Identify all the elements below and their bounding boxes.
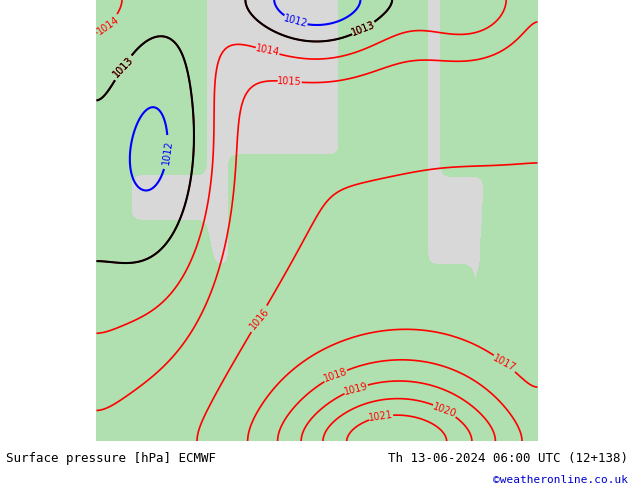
Text: 1020: 1020	[431, 401, 458, 419]
Text: 1014: 1014	[95, 15, 121, 37]
Text: 1013: 1013	[350, 20, 377, 38]
Text: 1012: 1012	[283, 13, 309, 29]
Text: Surface pressure [hPa] ECMWF: Surface pressure [hPa] ECMWF	[6, 452, 216, 465]
Text: 1021: 1021	[368, 410, 394, 423]
Text: 1013: 1013	[111, 55, 135, 80]
Text: 1013: 1013	[111, 55, 135, 80]
Text: 1018: 1018	[322, 367, 349, 384]
Text: 1013: 1013	[350, 20, 377, 38]
Text: 1014: 1014	[255, 44, 281, 58]
Text: 1015: 1015	[277, 76, 302, 87]
Text: 1012: 1012	[160, 140, 174, 165]
Text: 1016: 1016	[247, 306, 271, 331]
Text: 1017: 1017	[491, 353, 518, 373]
Text: ©weatheronline.co.uk: ©weatheronline.co.uk	[493, 475, 628, 485]
Text: Th 13-06-2024 06:00 UTC (12+138): Th 13-06-2024 06:00 UTC (12+138)	[387, 452, 628, 465]
Text: 1019: 1019	[343, 381, 369, 396]
